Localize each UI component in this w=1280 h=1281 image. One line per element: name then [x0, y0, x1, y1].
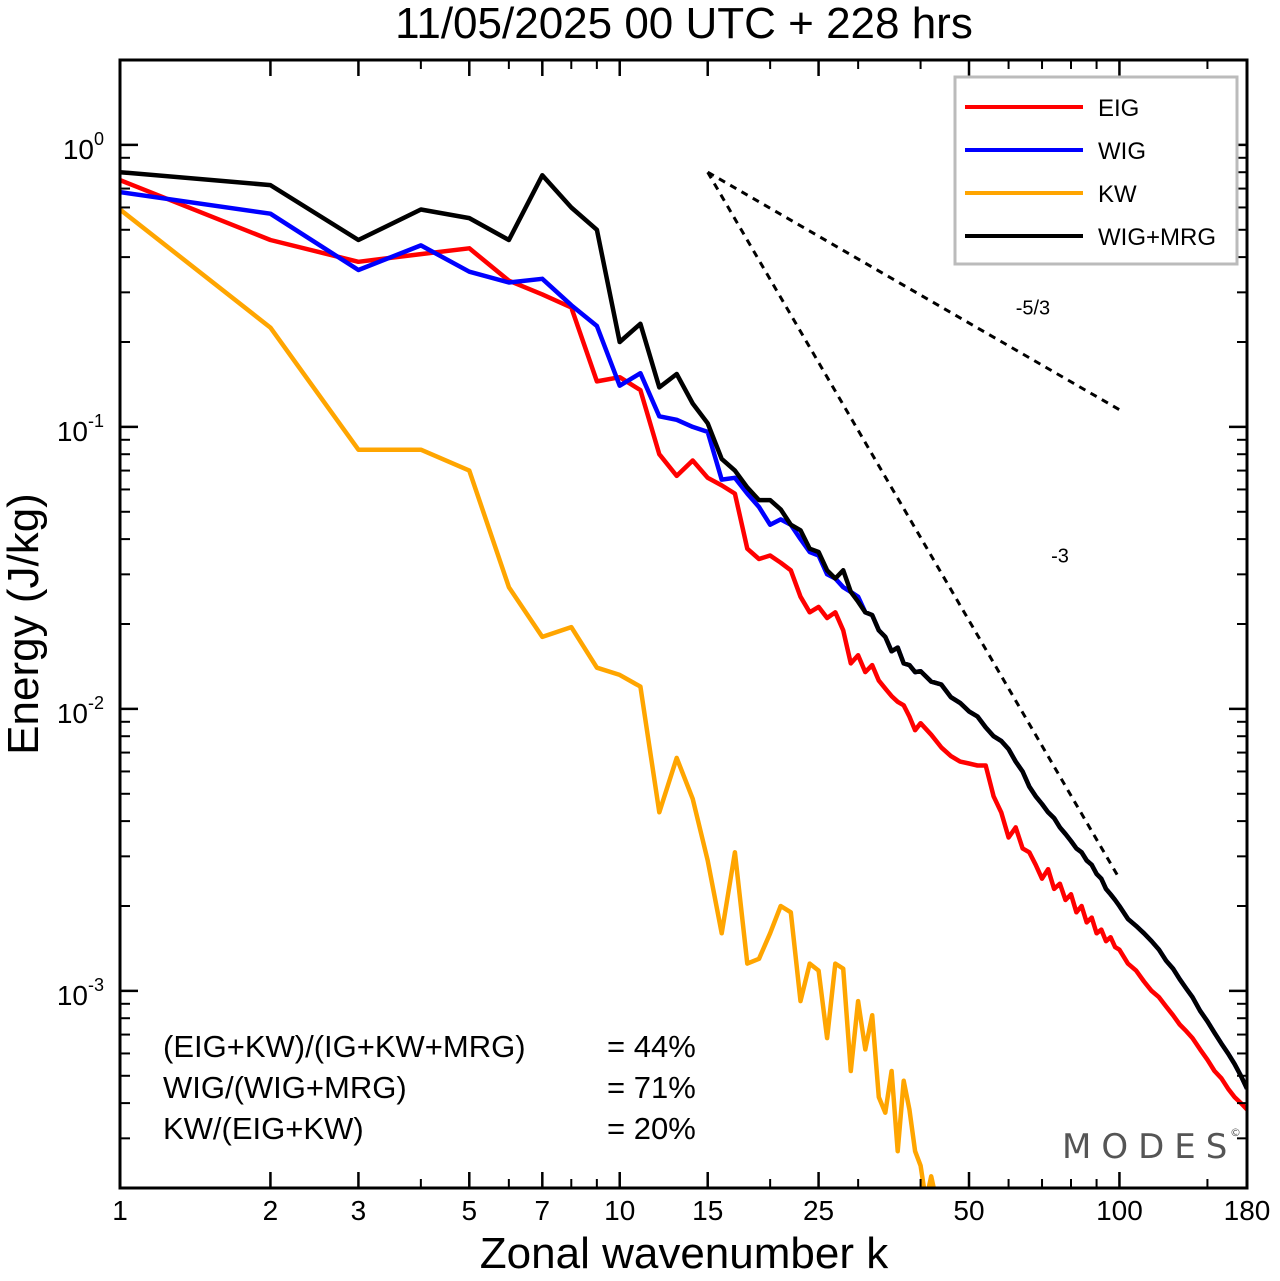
series-line-eig [120, 178, 1247, 1111]
slope-line-3 [706, 171, 1121, 880]
ratio-value: = 44% [607, 1029, 696, 1064]
series-layer [120, 169, 1247, 1188]
legend-label-eig: EIG [1098, 95, 1139, 122]
x-tick-label: 15 [692, 1195, 723, 1226]
chart-title: 11/05/2025 00 UTC + 228 hrs [395, 0, 973, 48]
y-tick-label: 10-3 [57, 975, 104, 1011]
x-tick-label: 50 [953, 1195, 984, 1226]
x-tick-label: 7 [535, 1195, 551, 1226]
series-line-wig-mrg [120, 169, 1247, 1090]
x-tick-label: 2 [263, 1195, 279, 1226]
ratio-label: WIG/(WIG+MRG) [163, 1070, 407, 1105]
y-tick-label: 10-2 [57, 693, 104, 729]
legend-label-wig-mrg: WIG+MRG [1098, 224, 1216, 251]
x-tick-label: 3 [351, 1195, 367, 1226]
ratio-value: = 71% [607, 1070, 696, 1105]
ratio-value: = 20% [607, 1111, 696, 1146]
x-tick-label: 25 [803, 1195, 834, 1226]
reference-slopes: -5/3 -3 [706, 170, 1121, 880]
x-tick-label: 1 [112, 1195, 128, 1226]
ratio-annotations: (EIG+KW)/(IG+KW+MRG) = 44% WIG/(WIG+MRG) = … [163, 1029, 696, 1146]
copyright-mark: © [1230, 1126, 1241, 1139]
series-line-kw [120, 207, 937, 1188]
ratio-label: (EIG+KW)/(IG+KW+MRG) [163, 1029, 526, 1064]
legend-label-kw: KW [1098, 181, 1137, 208]
legend-label-wig: WIG [1098, 138, 1146, 165]
legend: EIG WIG KW WIG+MRG [953, 75, 1239, 266]
x-tick-label: 100 [1096, 1195, 1143, 1226]
x-tick-label: 5 [461, 1195, 477, 1226]
modes-logo: MODES [1062, 1127, 1237, 1167]
slope-line-5-3 [706, 170, 1121, 412]
x-tick-label: 10 [604, 1195, 635, 1226]
slope-label-3: -3 [1051, 546, 1069, 568]
plot-frame [118, 58, 1249, 1190]
y-tick-label: 100 [63, 129, 104, 165]
y-tick-label: 10-1 [57, 411, 104, 447]
ratio-label: KW/(EIG+KW) [163, 1111, 364, 1146]
slope-label-5-3: -5/3 [1016, 298, 1050, 320]
x-axis-label: Zonal wavenumber k [480, 1229, 889, 1278]
series-line-wig [120, 189, 1247, 1090]
y-axis-label: Energy (J/kg) [0, 493, 48, 755]
axis-ticks: 1 2 3 5 7 10 15 25 50 100 180 100 10-1 10-2 10-3 [57, 59, 1271, 1226]
x-tick-label: 180 [1224, 1195, 1271, 1226]
